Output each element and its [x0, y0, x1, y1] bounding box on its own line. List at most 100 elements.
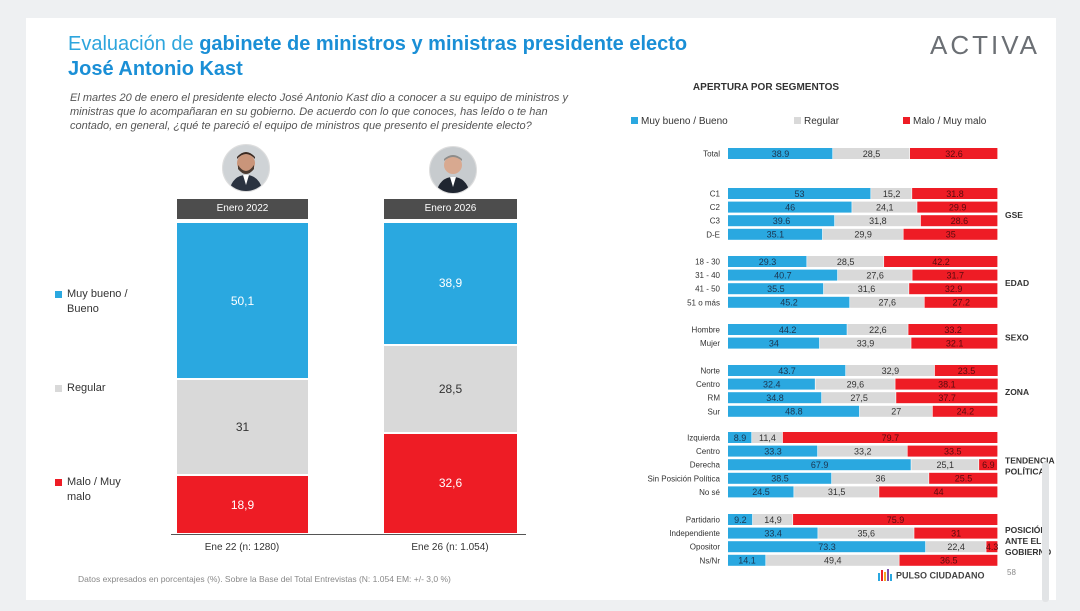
seg-bar-bad — [899, 554, 998, 566]
seg-bar-good — [728, 392, 822, 404]
seg-bar-bad — [782, 432, 998, 443]
seg-legend-swatch-2 — [903, 117, 910, 124]
seg-bar-good — [728, 201, 852, 213]
seg-row-label: 18 - 30 — [695, 258, 720, 267]
seg-value-label: 11,4 — [759, 433, 776, 443]
seg-value-label: 34.8 — [766, 393, 784, 403]
seg-value-label: 38.1 — [938, 379, 956, 389]
seg-value-label: 79.7 — [882, 433, 900, 443]
seg-bar-bad — [909, 283, 998, 295]
scrollbar[interactable] — [1042, 462, 1049, 602]
seg-group-label: POLÍTICA — [1005, 467, 1045, 477]
seg-value-label: 33.5 — [944, 446, 962, 456]
seg-row-label: Opositor — [690, 543, 721, 552]
seg-bar-bad — [911, 337, 998, 349]
seg-value-label: 40.7 — [774, 270, 792, 280]
legend-regular-label: Regular — [67, 382, 106, 394]
seg-legend-swatch-0 — [631, 117, 638, 124]
seg-value-label: 32.9 — [945, 284, 963, 294]
pulso-bars-icon — [878, 568, 892, 584]
portrait-2026-icon — [430, 147, 476, 193]
seg-bar-regular — [819, 337, 911, 349]
seg-bar-good — [728, 269, 838, 281]
seg-value-label: 31,8 — [869, 216, 887, 226]
seg-bar-regular — [911, 459, 979, 471]
seg-row-label: D-E — [706, 230, 720, 239]
seg-value-label: 31,5 — [828, 487, 846, 497]
seg-row-label: Hombre — [692, 326, 721, 335]
legend-bad-label: Malo / Muy malo — [67, 476, 121, 503]
seg-row-label: Total — [703, 150, 720, 159]
seg-bar-regular — [807, 256, 884, 267]
seg-bar-regular — [871, 188, 912, 199]
seg-value-label: 33.2 — [944, 325, 962, 335]
seg-group-label: TENDENCIA — [1005, 456, 1055, 466]
title-part-1: Evaluación de — [68, 33, 194, 55]
activa-logo: ACTIVA — [930, 30, 1040, 60]
seg-legend-label-2: Malo / Muy malo — [913, 116, 987, 127]
x-label-2022: Ene 22 (n: 1280) — [204, 542, 280, 553]
legend-good-swatch — [55, 291, 62, 298]
seg-bar-good — [728, 459, 911, 471]
seg-bar-regular — [850, 296, 924, 308]
seg-value-label: 29,9 — [854, 230, 872, 240]
seg-bar-regular — [817, 445, 907, 457]
seg-bar-good — [728, 554, 766, 566]
seg-bar-good — [728, 228, 823, 240]
seg-bar-bad — [986, 541, 998, 553]
seg-row-label: Ns/Nr — [700, 556, 721, 565]
portrait-2022-icon — [223, 145, 269, 191]
seg-value-label: 32.1 — [946, 338, 964, 348]
seg-row-label: C2 — [710, 203, 721, 212]
bar-regular-2022: 31 — [177, 378, 308, 475]
footer-brand-label: PULSO CIUDADANO — [896, 570, 985, 581]
seg-bar-regular — [752, 432, 783, 443]
seg-value-label: 28,5 — [837, 257, 855, 267]
legend-regular-swatch — [55, 385, 62, 392]
seg-bar-good — [728, 256, 807, 267]
seg-bar-regular — [821, 392, 896, 404]
seg-value-label: 4.3 — [986, 542, 999, 552]
seg-value-label: 22,4 — [947, 542, 965, 552]
seg-bar-regular — [818, 527, 914, 539]
seg-value-label: 35 — [946, 230, 956, 240]
footnote: Datos expresados en porcentajes (%). Sob… — [78, 574, 451, 584]
seg-value-label: 38.9 — [772, 149, 790, 159]
seg-row-label: Centro — [696, 447, 721, 456]
seg-value-label: 46 — [785, 202, 795, 212]
seg-bar-bad — [917, 201, 998, 213]
seg-bar-good — [728, 283, 824, 295]
seg-group-label: EDAD — [1005, 278, 1029, 288]
seg-bar-bad — [896, 392, 998, 404]
seg-value-label: 36 — [876, 474, 886, 484]
seg-value-label: 8.9 — [734, 433, 747, 443]
seg-value-label: 44.2 — [779, 325, 797, 335]
column-header-2026: Enero 2026 — [384, 199, 517, 219]
seg-bar-good — [728, 514, 753, 525]
seg-value-label: 39.6 — [773, 216, 791, 226]
seg-value-label: 27 — [891, 407, 901, 417]
seg-bar-bad — [932, 405, 998, 417]
seg-value-label: 31 — [951, 528, 961, 538]
legend-bad-swatch — [55, 479, 62, 486]
seg-value-label: 34 — [769, 338, 779, 348]
seg-bar-regular — [833, 148, 910, 159]
seg-row-label: 51 o más — [687, 298, 720, 307]
intro-question: El martes 20 de enero el presidente elec… — [70, 92, 568, 132]
seg-bar-good — [728, 486, 794, 498]
seg-row-label: Norte — [700, 367, 720, 376]
seg-bar-regular — [859, 405, 933, 417]
slide: Evaluación de gabinete de ministros y mi… — [26, 18, 1056, 600]
seg-bar-regular — [766, 554, 899, 566]
bar-good-2026: 38,9 — [384, 223, 517, 344]
seg-bar-bad — [979, 459, 998, 471]
seg-value-label: 49,4 — [824, 556, 842, 566]
seg-value-label: 31,6 — [858, 284, 876, 294]
title-line-2: José Antonio Kast — [68, 58, 243, 80]
legend-regular: Regular — [55, 381, 157, 396]
legend-good-label: Muy bueno / Bueno — [67, 288, 128, 315]
seg-value-label: 27.2 — [953, 298, 971, 308]
seg-value-label: 32.4 — [763, 379, 781, 389]
seg-bar-regular — [834, 215, 921, 227]
segments-chart: APERTURA POR SEGMENTOS Muy bueno / Bueno R… — [631, 82, 1055, 566]
